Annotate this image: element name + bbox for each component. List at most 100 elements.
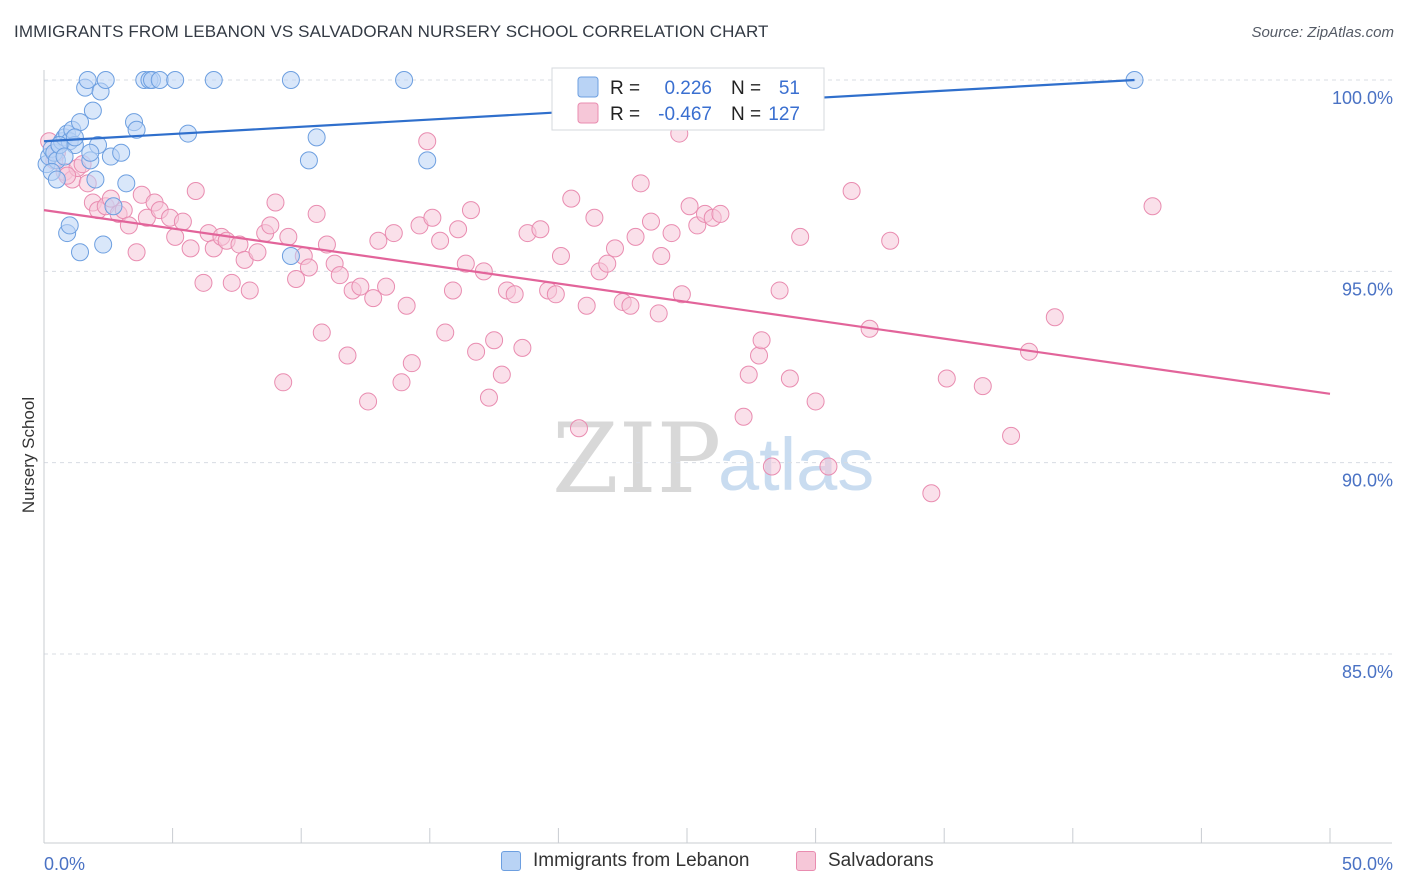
- lebanon-point: [281, 247, 300, 266]
- salvadorans-point: [287, 269, 306, 288]
- salvadorans-point: [881, 231, 900, 250]
- salvadorans-point: [186, 181, 205, 200]
- salvadorans-point: [369, 231, 388, 250]
- lebanon-point: [281, 71, 300, 89]
- legend-n-label-pink: N =: [731, 104, 761, 125]
- legend-r-label-pink: R =: [610, 104, 640, 125]
- salvadorans-point: [166, 227, 185, 246]
- legend-n-value-blue: 51: [779, 78, 800, 99]
- salvadorans-point: [377, 277, 396, 296]
- lebanon-point: [47, 170, 66, 189]
- salvadorans-point: [791, 227, 810, 246]
- salvadorans-point: [770, 281, 789, 300]
- salvadorans-point: [631, 174, 650, 193]
- lebanon-point: [83, 101, 102, 120]
- legend-n-value-pink: 127: [768, 104, 800, 125]
- salvadorans-point: [266, 193, 285, 212]
- lebanon-point: [81, 143, 100, 162]
- x-ticks: [43, 828, 1331, 843]
- salvadorans-point: [734, 407, 753, 426]
- lebanon-point: [150, 71, 169, 89]
- correlation-legend: R = 0.226 N = 51 R = -0.467 N = 127: [551, 67, 825, 131]
- watermark: ZIP atlas: [552, 403, 874, 515]
- salvadorans-point: [973, 377, 992, 396]
- salvadorans-point: [194, 273, 213, 292]
- salvadorans-point: [569, 419, 588, 438]
- salvadorans-point: [922, 484, 941, 503]
- salvadorans-point: [248, 243, 267, 262]
- salvadorans-point: [752, 331, 771, 350]
- legend-swatch-pink: [577, 102, 599, 124]
- salvadorans-point: [780, 369, 799, 388]
- salvadorans-point: [762, 457, 781, 476]
- salvadorans-point: [279, 227, 298, 246]
- salvadorans-point: [739, 365, 758, 384]
- salvadorans-point: [119, 216, 138, 235]
- y-tick-label: 85.0%: [1342, 662, 1393, 682]
- salvadorans-point: [641, 212, 660, 231]
- salvadorans-point: [449, 220, 468, 239]
- watermark-atlas: atlas: [718, 423, 874, 506]
- salvadorans-point: [621, 296, 640, 315]
- salvadorans-point: [1045, 308, 1064, 327]
- salvadorans-point: [461, 201, 480, 220]
- salvadorans-point: [546, 285, 565, 304]
- salvadorans-point: [307, 204, 326, 223]
- series-legend: Immigrants from Lebanon Salvadorans: [0, 850, 1406, 880]
- lebanon-point: [112, 143, 131, 162]
- salvadorans-point: [531, 220, 550, 239]
- legend-r-value-blue: 0.226: [664, 78, 712, 99]
- salvadorans-point: [317, 235, 336, 254]
- lebanon-point: [96, 71, 115, 89]
- salvadorans-point: [937, 369, 956, 388]
- salvadorans-point: [364, 289, 383, 308]
- legend-item-salvadorans: Salvadorans: [796, 850, 934, 872]
- salvadorans-point: [711, 204, 730, 223]
- lebanon-point: [418, 151, 437, 170]
- salvadorans-point: [585, 208, 604, 227]
- legend-swatch-blue: [577, 76, 599, 98]
- salvadorans-point: [392, 373, 411, 392]
- lebanon-point: [395, 71, 414, 89]
- salvadorans-points: [40, 71, 1162, 503]
- salvadorans-point: [338, 346, 357, 365]
- salvadorans-point: [173, 212, 192, 231]
- chart-title: IMMIGRANTS FROM LEBANON VS SALVADORAN NU…: [14, 22, 769, 41]
- lebanon-point: [94, 235, 113, 254]
- salvadorans-point: [649, 304, 668, 323]
- chart-source: Source: ZipAtlas.com: [1251, 24, 1394, 41]
- salvadorans-point: [312, 323, 331, 342]
- salvadorans-point: [274, 373, 293, 392]
- x-tick-label-min: 0.0%: [44, 854, 85, 874]
- legend-swatch-salvadorans: [796, 851, 816, 871]
- lebanon-point: [60, 216, 79, 235]
- salvadorans-point: [443, 281, 462, 300]
- salvadorans-point: [402, 354, 421, 373]
- salvadorans-point: [626, 227, 645, 246]
- salvadorans-point: [577, 296, 596, 315]
- salvadorans-point: [551, 247, 570, 266]
- salvadorans-point: [680, 197, 699, 216]
- lebanon-point: [166, 71, 185, 89]
- y-tick-label: 90.0%: [1342, 471, 1393, 491]
- salvadorans-point: [351, 277, 370, 296]
- salvadorans-point: [652, 247, 671, 266]
- salvadorans-point: [605, 239, 624, 258]
- salvadorans-point: [562, 189, 581, 208]
- salvadorans-point: [662, 224, 681, 243]
- salvadorans-point: [261, 216, 280, 235]
- salvadorans-point: [181, 239, 200, 258]
- gridlines: [44, 79, 1392, 655]
- x-tick-label-max: 50.0%: [1342, 854, 1393, 874]
- lebanon-point: [117, 174, 136, 193]
- lebanon-point: [104, 197, 123, 216]
- legend-label-lebanon: Immigrants from Lebanon: [533, 850, 750, 871]
- salvadorans-point: [359, 392, 378, 411]
- lebanon-point: [65, 128, 84, 147]
- salvadorans-point: [423, 208, 442, 227]
- salvadorans-point: [384, 224, 403, 243]
- salvadorans-point: [436, 323, 455, 342]
- salvadorans-point: [456, 254, 475, 273]
- legend-n-label-blue: N =: [731, 78, 761, 99]
